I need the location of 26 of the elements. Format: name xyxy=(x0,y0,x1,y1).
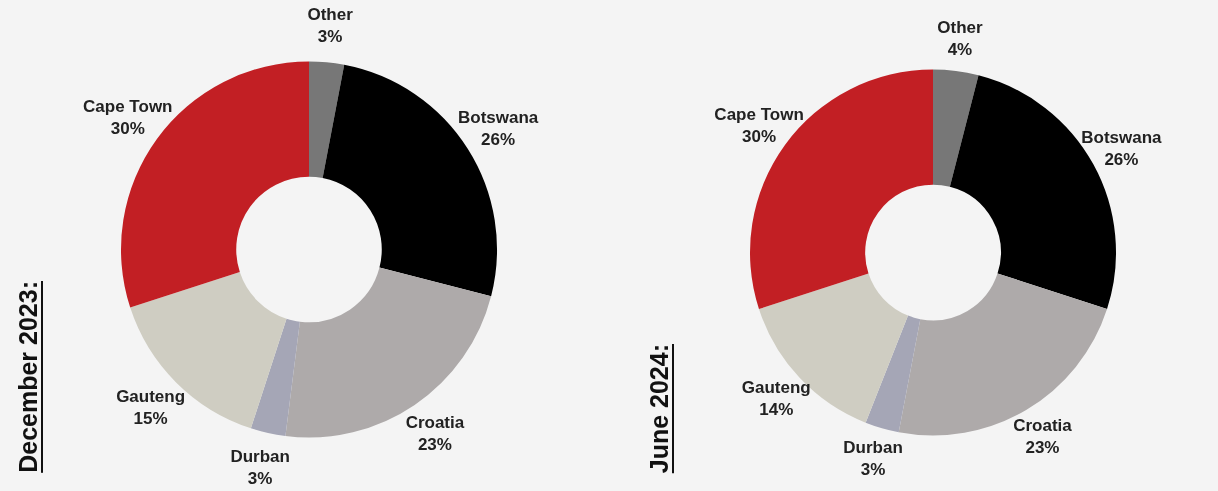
data-label: 14% xyxy=(759,400,794,420)
slice-label: Other xyxy=(307,5,354,25)
slice-label: Croatia xyxy=(405,413,465,433)
slice-label: Gauteng xyxy=(116,386,186,406)
slice-label: Cape Town xyxy=(83,96,173,116)
slice-label: Croatia xyxy=(1013,416,1073,436)
data-label: 4% xyxy=(947,39,973,59)
data-label: 3% xyxy=(317,27,343,47)
slice-label: Cape Town xyxy=(714,104,804,124)
data-label: 3% xyxy=(247,468,273,488)
slice-label: Durban xyxy=(230,446,290,466)
slice-label: Durban xyxy=(843,437,903,457)
text: June 2024: xyxy=(645,343,674,473)
slice-label: Botswana xyxy=(1081,127,1163,147)
data-label: 30% xyxy=(110,118,145,138)
text: December 2023: xyxy=(14,281,43,473)
data-label: 30% xyxy=(742,126,777,146)
slice-label: Other xyxy=(937,17,983,37)
slice-label: Gauteng xyxy=(741,378,811,398)
data-label: 23% xyxy=(417,435,452,455)
data-label: 3% xyxy=(860,459,886,479)
data-label: 15% xyxy=(133,408,168,428)
data-label: 26% xyxy=(1104,149,1139,169)
slice-label: Botswana xyxy=(457,108,539,128)
data-label: 23% xyxy=(1025,438,1060,458)
data-label: 26% xyxy=(481,130,516,150)
